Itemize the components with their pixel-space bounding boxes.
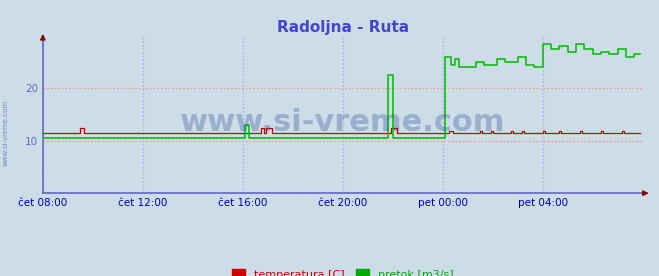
Legend: temperatura [C], pretok [m3/s]: temperatura [C], pretok [m3/s] [227, 265, 458, 276]
Title: Radoljna - Ruta: Radoljna - Ruta [277, 20, 409, 35]
Text: www.si-vreme.com: www.si-vreme.com [180, 108, 505, 137]
Text: www.si-vreme.com: www.si-vreme.com [2, 99, 9, 166]
